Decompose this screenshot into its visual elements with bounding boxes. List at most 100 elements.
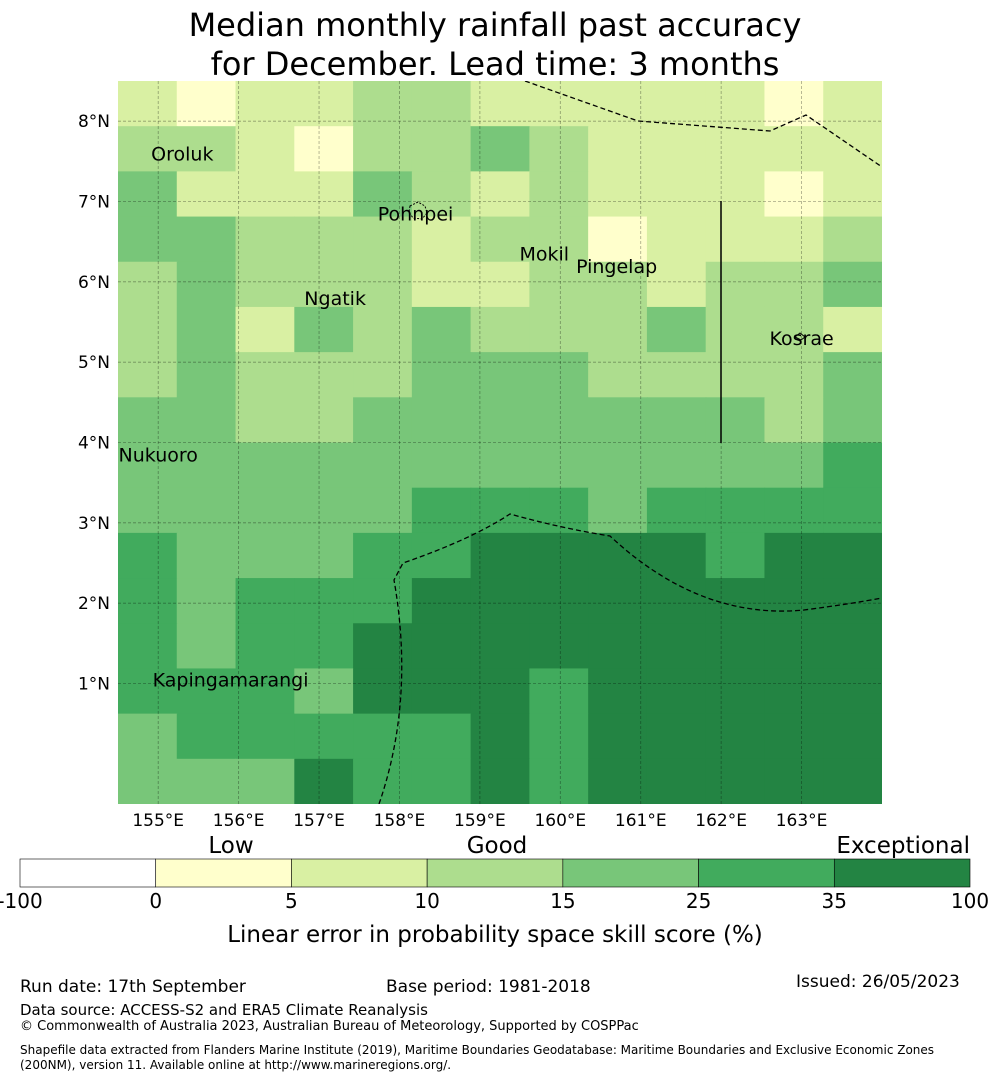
skill-cell <box>411 306 472 353</box>
skill-cell <box>353 578 413 624</box>
skill-cell <box>823 623 882 670</box>
lon-tick-label: 161°E <box>615 811 667 831</box>
skill-cell <box>470 668 530 715</box>
skill-cell <box>235 758 295 804</box>
place-label: Ngatik <box>304 288 366 310</box>
skill-cell <box>176 578 237 624</box>
skill-cell <box>764 261 824 308</box>
skill-cell <box>823 487 882 534</box>
place-label: Oroluk <box>151 143 213 165</box>
skill-cell <box>764 532 824 579</box>
skill-cell <box>118 306 178 353</box>
skill-cell <box>235 216 295 263</box>
legend-axis-label: Linear error in probability space skill … <box>227 922 763 948</box>
skill-cell <box>118 126 178 172</box>
lat-tick-label: 8°N <box>78 112 110 132</box>
skill-cell <box>646 623 707 670</box>
skill-cell <box>764 578 824 624</box>
skill-cell <box>646 126 707 172</box>
skill-cell <box>529 758 589 804</box>
skill-cell <box>294 261 354 308</box>
skill-cell <box>529 126 589 172</box>
skill-cell <box>588 81 648 127</box>
skill-cell <box>411 668 472 715</box>
skill-cell <box>588 397 648 444</box>
skill-cell <box>411 442 472 489</box>
skill-cell <box>705 352 766 398</box>
skill-cell <box>764 623 824 670</box>
skill-cell <box>470 261 530 308</box>
skill-cell <box>470 758 530 804</box>
skill-cell <box>705 623 766 670</box>
skill-cell <box>353 623 413 670</box>
legend-tick-label: 10 <box>414 889 439 913</box>
place-label: Pingelap <box>576 256 657 278</box>
skill-cell <box>764 397 824 444</box>
skill-cell <box>470 81 530 127</box>
skill-cell <box>235 352 295 398</box>
skill-cell <box>588 261 648 308</box>
skill-cell <box>176 126 237 172</box>
skill-cell <box>294 81 354 127</box>
skill-cell <box>294 306 354 353</box>
skill-cell <box>235 171 295 218</box>
skill-cell <box>118 352 178 398</box>
lon-tick-label: 159°E <box>454 811 506 831</box>
skill-cell <box>235 306 295 353</box>
skill-cell <box>353 442 413 489</box>
skill-cell <box>411 352 472 398</box>
skill-cell <box>411 171 472 218</box>
skill-cell <box>176 532 237 579</box>
skill-cell <box>529 216 589 263</box>
skill-cell <box>646 306 707 353</box>
skill-cell <box>646 713 707 760</box>
skill-cell <box>353 81 413 127</box>
skill-cell <box>823 578 882 624</box>
skill-cell <box>646 81 707 127</box>
skill-cell <box>235 668 295 715</box>
skill-cell <box>118 623 178 670</box>
skill-cell <box>411 532 472 579</box>
skill-cell <box>118 442 178 489</box>
skill-cell <box>470 578 530 624</box>
lon-tick-label: 160°E <box>534 811 586 831</box>
skill-cell <box>764 758 824 804</box>
skill-cell <box>294 352 354 398</box>
legend-swatch <box>562 858 699 888</box>
skill-cell <box>176 442 237 489</box>
skill-cell <box>176 81 237 127</box>
legend-tick-label: -100 <box>0 889 43 913</box>
skill-cell <box>176 758 237 804</box>
place-label: Mokil <box>519 244 569 266</box>
skill-cell <box>588 216 648 263</box>
place-labels: Oroluk Pohnpei Mokil Pingelap Ngatik Kosrae Nu… <box>119 143 834 691</box>
skill-cell <box>353 216 413 263</box>
skill-cell <box>294 397 354 444</box>
skill-cell <box>764 487 824 534</box>
legend-tick-label: 25 <box>686 889 711 913</box>
skill-cell <box>823 261 882 308</box>
skill-cell <box>823 397 882 444</box>
skill-cell <box>588 758 648 804</box>
skill-cell <box>764 216 824 263</box>
skill-cell <box>529 668 589 715</box>
skill-cell <box>176 216 237 263</box>
skill-cell <box>235 578 295 624</box>
skill-cell <box>764 306 824 353</box>
legend-category-label: Good <box>467 833 528 859</box>
legend-tick-label: 100 <box>951 889 989 913</box>
skill-cell <box>646 532 707 579</box>
skill-cell <box>176 261 237 308</box>
eez-boundary-north <box>524 81 882 168</box>
skill-cell <box>470 306 530 353</box>
skill-cell <box>529 623 589 670</box>
skill-cell <box>411 758 472 804</box>
skill-cell <box>235 532 295 579</box>
skill-cell <box>529 578 589 624</box>
pohnpei-outline-icon <box>408 201 428 220</box>
map-title-line-1: Median monthly rainfall past accuracy <box>188 6 802 44</box>
skill-cell <box>705 397 766 444</box>
eez-boundary-south <box>378 513 882 804</box>
skill-cell <box>588 306 648 353</box>
skill-map: Oroluk Pohnpei Mokil Pingelap Ngatik Kosrae Nu… <box>0 81 989 948</box>
